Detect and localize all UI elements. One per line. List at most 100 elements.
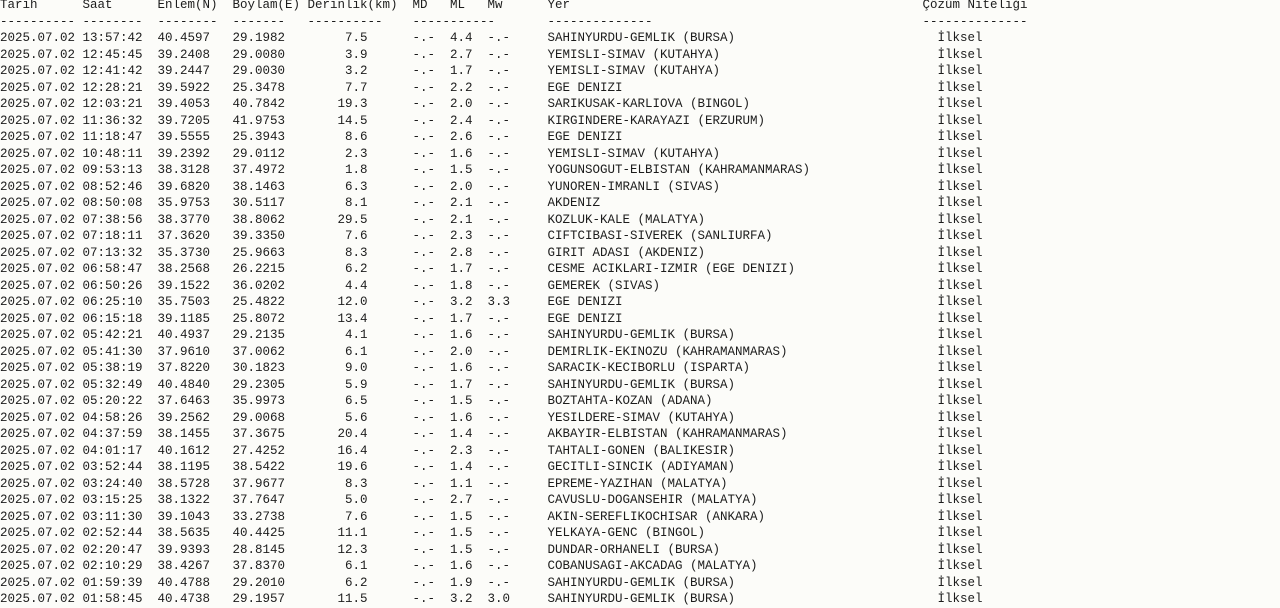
- cell-location: SAHINYURDU-GEMLIK (BURSA): [547, 31, 736, 45]
- cell-date: 2025.07.02: [0, 559, 76, 573]
- cell-latitude: 40.4788: [157, 575, 211, 590]
- cell-solution-type: İlksel: [937, 377, 983, 392]
- cell-md: -.-: [412, 245, 436, 260]
- cell-mw: -.-: [487, 460, 511, 474]
- cell-time: 06:58:47: [82, 262, 143, 276]
- cell-longitude: 40.4425: [232, 526, 286, 540]
- table-row: 2025.07.02 06:15:18 39.1185 25.8072 13.4 -.- 1…: [0, 311, 1280, 328]
- cell-latitude: 38.4267: [157, 559, 211, 573]
- cell-longitude: 25.3478: [232, 80, 286, 95]
- cell-time: 04:58:26: [82, 410, 143, 425]
- cell-depth: 4.4: [344, 278, 368, 293]
- cell-md: -.-: [412, 196, 436, 210]
- cell-time: 02:10:29: [82, 559, 143, 573]
- cell-date: 2025.07.02: [0, 575, 76, 590]
- cell-md: -.-: [412, 344, 436, 359]
- cell-mw: -.-: [487, 262, 511, 276]
- cell-ml: 1.4: [450, 427, 473, 441]
- cell-md: -.-: [412, 163, 436, 177]
- cell-md: -.-: [412, 443, 436, 458]
- cell-longitude: 27.4252: [232, 443, 286, 458]
- cell-mw: -.-: [487, 394, 511, 408]
- cell-depth: 6.1: [344, 559, 368, 573]
- cell-latitude: 39.1185: [157, 311, 211, 326]
- cell-date: 2025.07.02: [0, 311, 76, 326]
- cell-time: 03:24:40: [82, 476, 143, 491]
- cell-time: 02:20:47: [82, 542, 143, 557]
- cell-md: -.-: [412, 460, 436, 474]
- cell-longitude: 29.2305: [232, 377, 286, 392]
- cell-longitude: 37.9677: [232, 476, 286, 491]
- cell-longitude: 35.9973: [232, 394, 286, 408]
- cell-date: 2025.07.02: [0, 113, 76, 128]
- cell-ml: 1.5: [450, 509, 473, 524]
- cell-location: GECITLI-SINCIK (ADIYAMAN): [547, 460, 736, 474]
- cell-latitude: 39.5922: [157, 80, 211, 95]
- cell-latitude: 38.1322: [157, 493, 211, 507]
- cell-md: -.-: [412, 146, 436, 161]
- cell-md: -.-: [412, 509, 436, 524]
- cell-md: -.-: [412, 575, 436, 590]
- cell-latitude: 38.5635: [157, 526, 211, 540]
- cell-location: AKBAYIR-ELBISTAN (KAHRAMANMARAS): [547, 427, 788, 441]
- cell-depth: 5.9: [344, 377, 368, 392]
- cell-md: -.-: [412, 179, 436, 194]
- cell-date: 2025.07.02: [0, 179, 76, 194]
- cell-solution-type: İlksel: [937, 509, 983, 524]
- cell-depth: 2.3: [344, 146, 368, 161]
- cell-location: AKIN-SEREFLIKOCHISAR (ANKARA): [547, 509, 766, 524]
- cell-solution-type: İlksel: [937, 542, 983, 557]
- cell-ml: 3.2: [450, 592, 473, 606]
- cell-latitude: 39.4053: [157, 97, 211, 111]
- cell-longitude: 37.4972: [232, 163, 286, 177]
- cell-latitude: 37.3620: [157, 229, 211, 243]
- column-header-time: Saat: [82, 0, 113, 12]
- cell-date: 2025.07.02: [0, 410, 76, 425]
- cell-solution-type: İlksel: [937, 163, 983, 177]
- table-row: 2025.07.02 05:20:22 37.6463 35.9973 6.5 -.- 1.…: [0, 393, 1280, 410]
- cell-solution-type: İlksel: [937, 278, 983, 293]
- cell-location: EGE DENIZI: [547, 80, 623, 95]
- cell-ml: 2.0: [450, 179, 473, 194]
- cell-ml: 2.8: [450, 245, 473, 260]
- cell-mw: -.-: [487, 476, 511, 491]
- cell-date: 2025.07.02: [0, 163, 76, 177]
- cell-time: 08:50:08: [82, 196, 143, 210]
- cell-location: YOGUNSOGUT-ELBISTAN (KAHRAMANMARAS): [547, 163, 811, 177]
- cell-latitude: 39.9393: [157, 542, 211, 557]
- cell-longitude: 39.3350: [232, 229, 286, 243]
- cell-longitude: 37.8370: [232, 559, 286, 573]
- cell-time: 05:42:21: [82, 328, 143, 342]
- cell-depth: 1.8: [344, 163, 368, 177]
- cell-ml: 1.6: [450, 328, 473, 342]
- cell-solution-type: İlksel: [937, 130, 983, 144]
- cell-time: 13:57:42: [82, 31, 143, 45]
- cell-longitude: 29.0068: [232, 410, 286, 425]
- cell-date: 2025.07.02: [0, 278, 76, 293]
- cell-latitude: 35.3730: [157, 245, 211, 260]
- cell-latitude: 39.2447: [157, 64, 211, 78]
- cell-date: 2025.07.02: [0, 344, 76, 359]
- table-row: 2025.07.02 01:58:45 40.4738 29.1957 11.5 -.- 3…: [0, 591, 1280, 608]
- cell-md: -.-: [412, 542, 436, 557]
- table-row: 2025.07.02 08:50:08 35.9753 30.5117 8.1 -.- 2.…: [0, 195, 1280, 212]
- cell-date: 2025.07.02: [0, 130, 76, 144]
- separator: --------: [157, 14, 218, 29]
- cell-date: 2025.07.02: [0, 394, 76, 408]
- cell-solution-type: İlksel: [937, 47, 983, 62]
- cell-longitude: 37.0062: [232, 344, 286, 359]
- cell-ml: 4.4: [450, 31, 473, 45]
- cell-depth: 6.5: [344, 394, 368, 408]
- cell-ml: 1.6: [450, 361, 473, 375]
- cell-date: 2025.07.02: [0, 31, 76, 45]
- cell-mw: -.-: [487, 542, 511, 557]
- cell-ml: 1.6: [450, 559, 473, 573]
- table-row: 2025.07.02 02:20:47 39.9393 28.8145 12.3 -.- 1…: [0, 542, 1280, 559]
- cell-latitude: 40.1612: [157, 443, 211, 458]
- cell-solution-type: İlksel: [937, 146, 983, 161]
- cell-md: -.-: [412, 80, 436, 95]
- cell-solution-type: İlksel: [937, 295, 983, 309]
- cell-latitude: 37.9610: [157, 344, 211, 359]
- table-row: 2025.07.02 06:50:26 39.1522 36.0202 4.4 -.- 1.…: [0, 278, 1280, 295]
